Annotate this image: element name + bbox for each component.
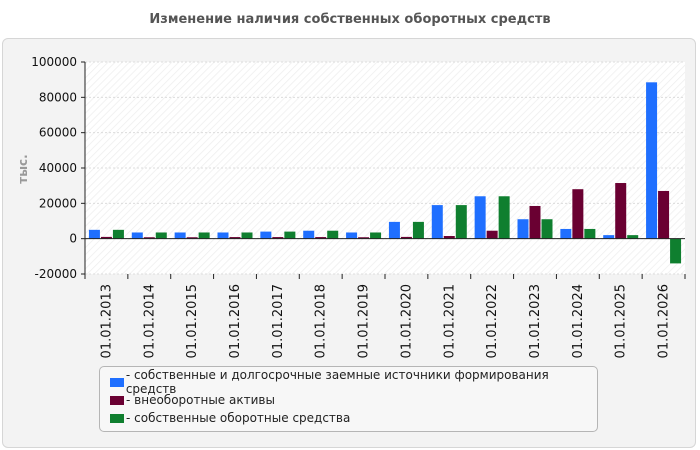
bar-working-capital: [541, 219, 553, 239]
x-tick-label: 01.01.2024: [571, 284, 586, 358]
bar-sources: [217, 232, 229, 239]
bar-noncurrent-assets: [272, 237, 284, 239]
bar-working-capital: [455, 205, 467, 239]
bars: [88, 82, 682, 264]
x-tick-label: 01.01.2019: [357, 284, 372, 358]
x-tick-label: 01.01.2026: [657, 284, 672, 358]
y-tick-labels: -20000 0 20000 40000 60000 80000 100000: [31, 55, 77, 281]
bar-working-capital: [155, 232, 167, 239]
bar-working-capital: [412, 221, 424, 239]
bar-noncurrent-assets: [143, 237, 155, 239]
legend-label-sources: - собственные и долгосрочные заемные ист…: [125, 368, 549, 396]
chart-title: Изменение наличия собственных оборотных …: [149, 12, 551, 27]
bar-noncurrent-assets: [572, 189, 584, 239]
bar-working-capital: [284, 231, 296, 239]
bar-noncurrent-assets: [186, 237, 198, 239]
bar-sources: [131, 232, 143, 239]
bar-working-capital: [241, 232, 253, 239]
bar-sources: [303, 230, 315, 239]
y-tick-label: 20000: [39, 196, 77, 210]
bar-sources: [474, 196, 486, 239]
y-tick-label: 40000: [39, 161, 77, 175]
bar-sources: [517, 219, 529, 239]
bar-sources: [431, 205, 443, 239]
bar-working-capital: [370, 232, 382, 239]
legend-swatch-working-capital: [110, 413, 124, 423]
x-tick-label: 01.01.2022: [485, 284, 500, 358]
bar-noncurrent-assets: [358, 237, 370, 239]
bar-noncurrent-assets: [400, 236, 412, 239]
x-tick-label: 01.01.2020: [399, 284, 414, 358]
legend-label-working-capital: - собственные оборотные средства: [126, 411, 351, 425]
x-tick-label: 01.01.2023: [528, 284, 543, 358]
legend: - собственные и долгосрочные заемные ист…: [99, 366, 598, 432]
y-tick-label: 60000: [39, 126, 77, 140]
bar-noncurrent-assets: [229, 237, 241, 239]
x-tick-label: 01.01.2021: [442, 284, 457, 358]
axes: [81, 61, 686, 279]
bar-noncurrent-assets: [486, 230, 498, 239]
bar-working-capital: [670, 238, 682, 264]
bar-noncurrent-assets: [658, 190, 670, 239]
y-axis-label: тыс.: [16, 154, 30, 184]
legend-item-noncurrent: - внеоборотные активы: [110, 391, 597, 409]
y-tick-label: 100000: [31, 55, 77, 69]
bar-working-capital: [327, 230, 339, 239]
bar-working-capital: [498, 196, 510, 239]
x-tick-label: 01.01.2015: [185, 284, 200, 358]
bar-sources: [603, 235, 615, 239]
bar-sources: [646, 82, 658, 239]
bar-noncurrent-assets: [315, 237, 327, 239]
x-tick-label: 01.01.2013: [99, 284, 114, 358]
legend-swatch-noncurrent: [110, 395, 124, 405]
bar-noncurrent-assets: [615, 183, 627, 239]
bar-working-capital: [112, 229, 124, 239]
y-tick-label: 0: [69, 232, 77, 246]
bar-sources: [174, 232, 186, 239]
x-tick-label: 01.01.2017: [271, 284, 286, 358]
x-tick-labels: 01.01.2013 01.01.2014 01.01.2015 01.01.2016…: [99, 284, 671, 358]
legend-swatch-sources: [110, 377, 124, 387]
bar-sources: [346, 232, 358, 239]
bar-sources: [88, 229, 100, 239]
bar-sources: [260, 231, 272, 239]
bar-working-capital: [584, 228, 596, 239]
x-tick-label: 01.01.2016: [228, 284, 243, 358]
bar-working-capital: [627, 235, 639, 239]
x-tick-label: 01.01.2025: [614, 284, 629, 358]
bar-noncurrent-assets: [529, 205, 541, 239]
bar-noncurrent-assets: [443, 236, 455, 239]
bar-sources: [560, 228, 572, 239]
bar-working-capital: [198, 232, 210, 239]
bar-noncurrent-assets: [100, 236, 112, 239]
legend-item-working-capital: - собственные оборотные средства: [110, 409, 597, 427]
y-tick-label: -20000: [34, 267, 77, 281]
bar-sources: [388, 221, 400, 239]
x-tick-label: 01.01.2014: [142, 284, 157, 358]
legend-item-sources: - собственные и долгосрочные заемные ист…: [110, 368, 597, 396]
legend-label-noncurrent: - внеоборотные активы: [126, 393, 275, 407]
y-tick-label: 80000: [39, 90, 77, 104]
x-tick-label: 01.01.2018: [314, 284, 329, 358]
